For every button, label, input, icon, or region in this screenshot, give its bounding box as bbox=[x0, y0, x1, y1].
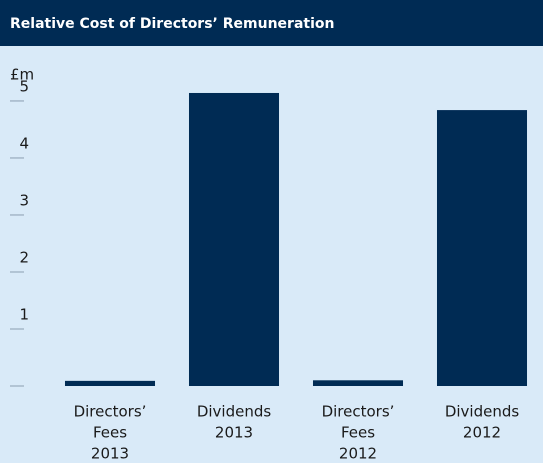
x-tick-label: Directors’ bbox=[322, 403, 395, 421]
y-tick-label: 1 bbox=[19, 305, 29, 323]
bar bbox=[64, 380, 156, 386]
chart-title: Relative Cost of Directors’ Remuneration bbox=[10, 16, 334, 32]
y-tick-label: 3 bbox=[19, 191, 29, 209]
header bbox=[0, 0, 543, 46]
bar bbox=[188, 92, 280, 386]
y-tick-label: 5 bbox=[19, 77, 29, 95]
x-tick-label: Fees bbox=[93, 424, 127, 442]
x-tick-label: 2013 bbox=[91, 445, 129, 463]
x-tick-label: 2013 bbox=[215, 424, 253, 442]
x-tick-label: Directors’ bbox=[74, 403, 147, 421]
x-tick-label: 2012 bbox=[463, 424, 501, 442]
y-axis-label: £m bbox=[10, 66, 34, 84]
bar bbox=[436, 110, 528, 386]
y-tick-label: 4 bbox=[19, 134, 29, 152]
x-tick-label: Fees bbox=[341, 424, 375, 442]
bar bbox=[312, 380, 404, 386]
x-tick-label: Dividends bbox=[197, 403, 272, 421]
x-tick-label: Dividends bbox=[445, 403, 520, 421]
x-tick-label: 2012 bbox=[339, 445, 377, 463]
y-tick-label: 2 bbox=[19, 248, 29, 266]
